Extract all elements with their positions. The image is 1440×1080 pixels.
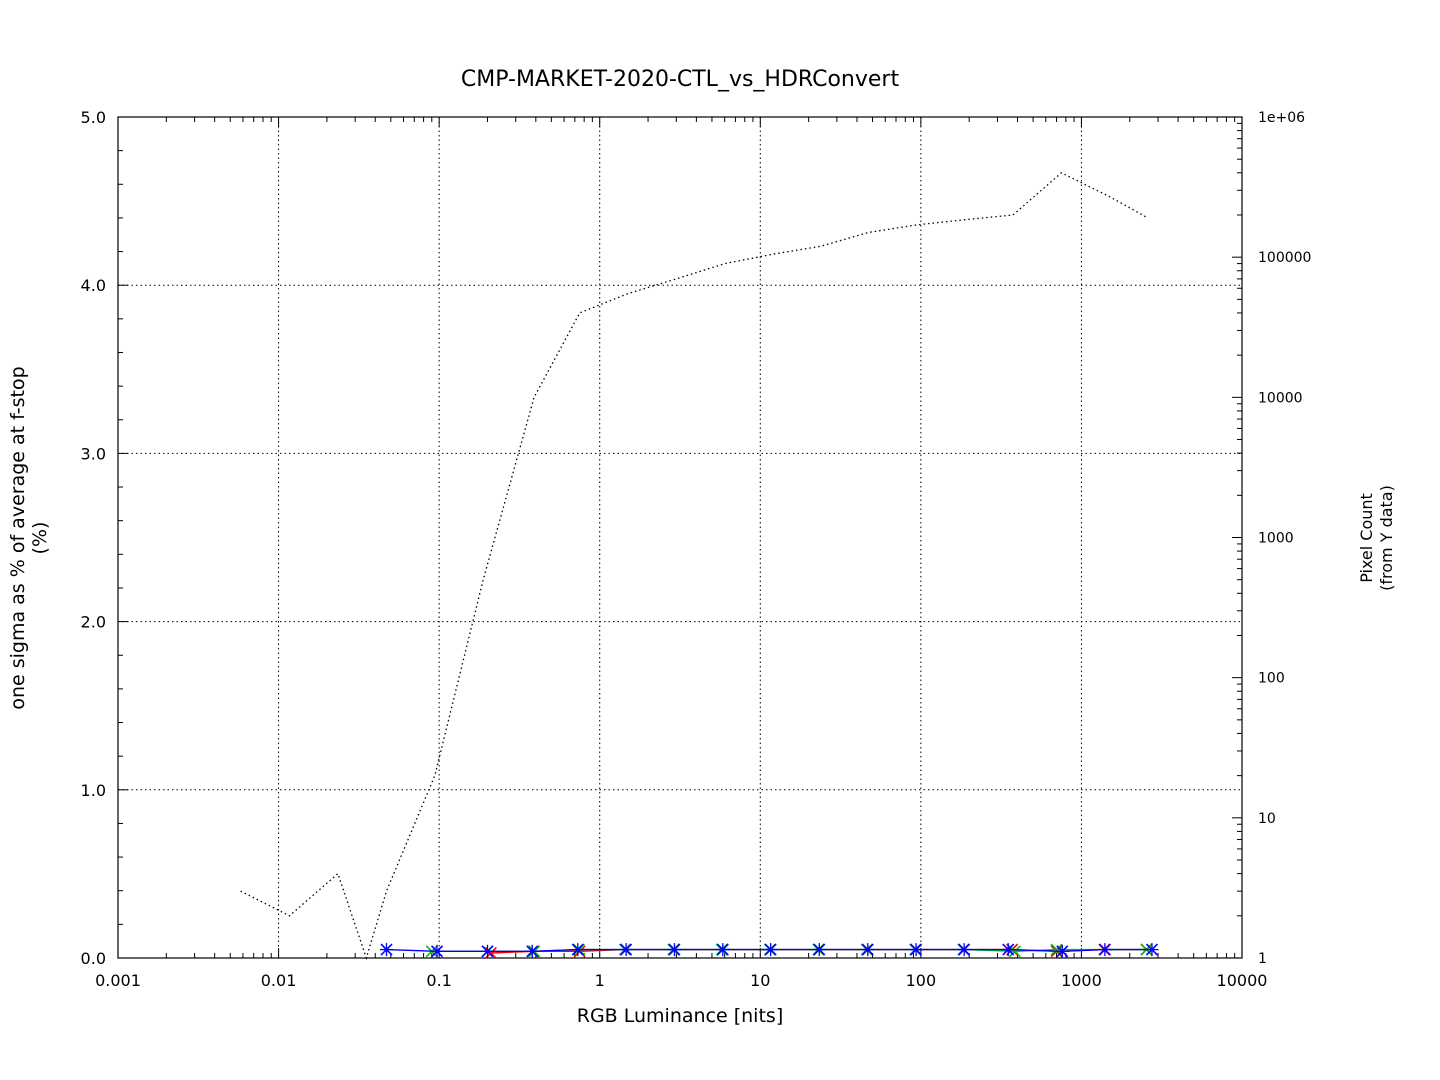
y-tick-label: 4.0 (81, 276, 106, 295)
chart-title: CMP-MARKET-2020-CTL_vs_HDRConvert (461, 67, 900, 92)
series-marker (379, 943, 393, 957)
series-marker (1145, 943, 1159, 957)
series-marker (667, 943, 681, 957)
axis-ticks (117, 116, 1243, 959)
y2-tick-labels: 1 10 100 1000 10000 100000 1e+06 (1258, 110, 1311, 967)
x-tick-label: 10000 (1217, 971, 1268, 990)
y2-tick-label: 100 (1258, 671, 1285, 687)
plot-frame (117, 116, 1243, 959)
y-axis-label: one sigma as % of average at f-stop (7, 366, 29, 709)
y2-axis-label: Pixel Count (1357, 493, 1376, 583)
series-marker (861, 943, 875, 957)
series-marker (619, 943, 633, 957)
x-tick-label: 1000 (1061, 971, 1102, 990)
y-tick-label: 3.0 (81, 444, 106, 463)
y-tick-label: 2.0 (81, 613, 106, 632)
y2-tick-label: 1000 (1258, 531, 1294, 547)
series-marker (525, 944, 539, 958)
x-tick-label: 10 (750, 971, 770, 990)
series-marker (480, 944, 494, 958)
series-marker (716, 943, 730, 957)
grid-lines (118, 117, 1242, 958)
x-tick-label: 0.001 (95, 971, 141, 990)
x-axis-label: RGB Luminance [nits] (577, 1005, 783, 1027)
series-marker (812, 943, 826, 957)
series-marker (1055, 944, 1069, 958)
x-tick-label: 100 (906, 971, 937, 990)
series-layer (240, 172, 1159, 961)
marker-stroke (1008, 945, 1021, 958)
series-line (240, 172, 1149, 961)
series-marker (1001, 943, 1015, 957)
y2-tick-label: 100000 (1258, 250, 1311, 266)
x-tick-label: 1 (595, 971, 605, 990)
y-axis-unit: (%) (29, 522, 51, 555)
series-marker (571, 943, 585, 957)
x-tick-labels: 0.001 0.01 0.1 1 10 100 1000 10000 (95, 971, 1267, 990)
y-tick-labels: 0.0 1.0 2.0 3.0 4.0 5.0 (81, 108, 106, 968)
marker-stroke (1050, 943, 1063, 956)
series-marker (957, 943, 971, 957)
series-marker (909, 943, 923, 957)
y-tick-label: 0.0 (81, 949, 106, 968)
y-tick-label: 1.0 (81, 781, 106, 800)
series-marker (430, 944, 444, 958)
x-tick-label: 0.1 (426, 971, 451, 990)
y2-axis-sublabel: (from Y data) (1377, 485, 1396, 591)
y2-tick-label: 1e+06 (1258, 110, 1305, 126)
series-marker (1098, 943, 1112, 957)
y2-tick-label: 1 (1258, 951, 1267, 967)
x-tick-label: 0.01 (261, 971, 297, 990)
y2-tick-label: 10000 (1258, 390, 1303, 406)
y-tick-label: 5.0 (81, 108, 106, 127)
series-marker (764, 943, 778, 957)
y2-tick-label: 10 (1258, 811, 1276, 827)
